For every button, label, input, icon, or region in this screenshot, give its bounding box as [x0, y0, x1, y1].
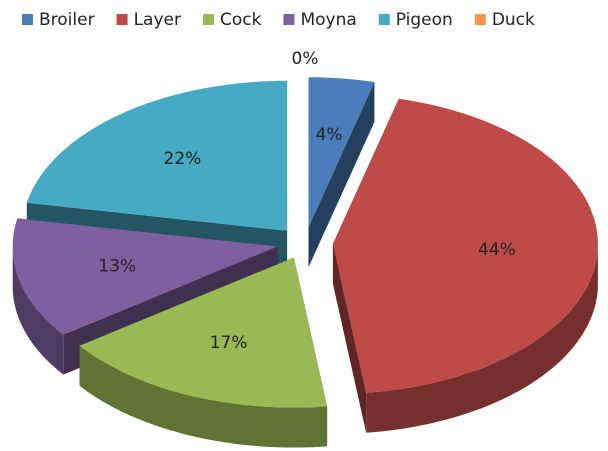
data-label: 4%: [316, 125, 343, 145]
slice-side: [366, 244, 598, 433]
slice-top: [12, 218, 278, 335]
slice-cut-face: [308, 82, 375, 268]
slice: [332, 98, 598, 433]
slice-top: [332, 98, 598, 393]
slice: [308, 77, 375, 268]
legend-swatch: [474, 14, 486, 25]
legend-label: Cock: [220, 10, 262, 30]
legend-label: Layer: [134, 10, 181, 30]
slice-top: [26, 80, 288, 231]
legend-swatch: [378, 14, 390, 25]
legend-label: Pigeon: [396, 10, 453, 30]
data-label: 44%: [478, 240, 516, 260]
slice-side: [12, 246, 64, 375]
legend-swatch: [22, 14, 33, 25]
slice-side: [79, 345, 328, 448]
data-label: 17%: [210, 333, 248, 353]
slice-top: [79, 257, 328, 408]
slice: [79, 257, 328, 448]
legend-label: Moyna: [300, 10, 356, 30]
legend-swatch: [116, 14, 128, 25]
data-label: 22%: [164, 149, 202, 169]
legend-swatch: [202, 14, 214, 25]
data-label: 0%: [292, 49, 319, 69]
slice-cut-face: [332, 243, 367, 433]
legend-label: Broiler: [39, 10, 95, 30]
slice-top: [308, 77, 375, 228]
legend-label: Duck: [492, 10, 535, 30]
data-label: 13%: [98, 257, 136, 277]
legend-swatch: [283, 14, 295, 25]
